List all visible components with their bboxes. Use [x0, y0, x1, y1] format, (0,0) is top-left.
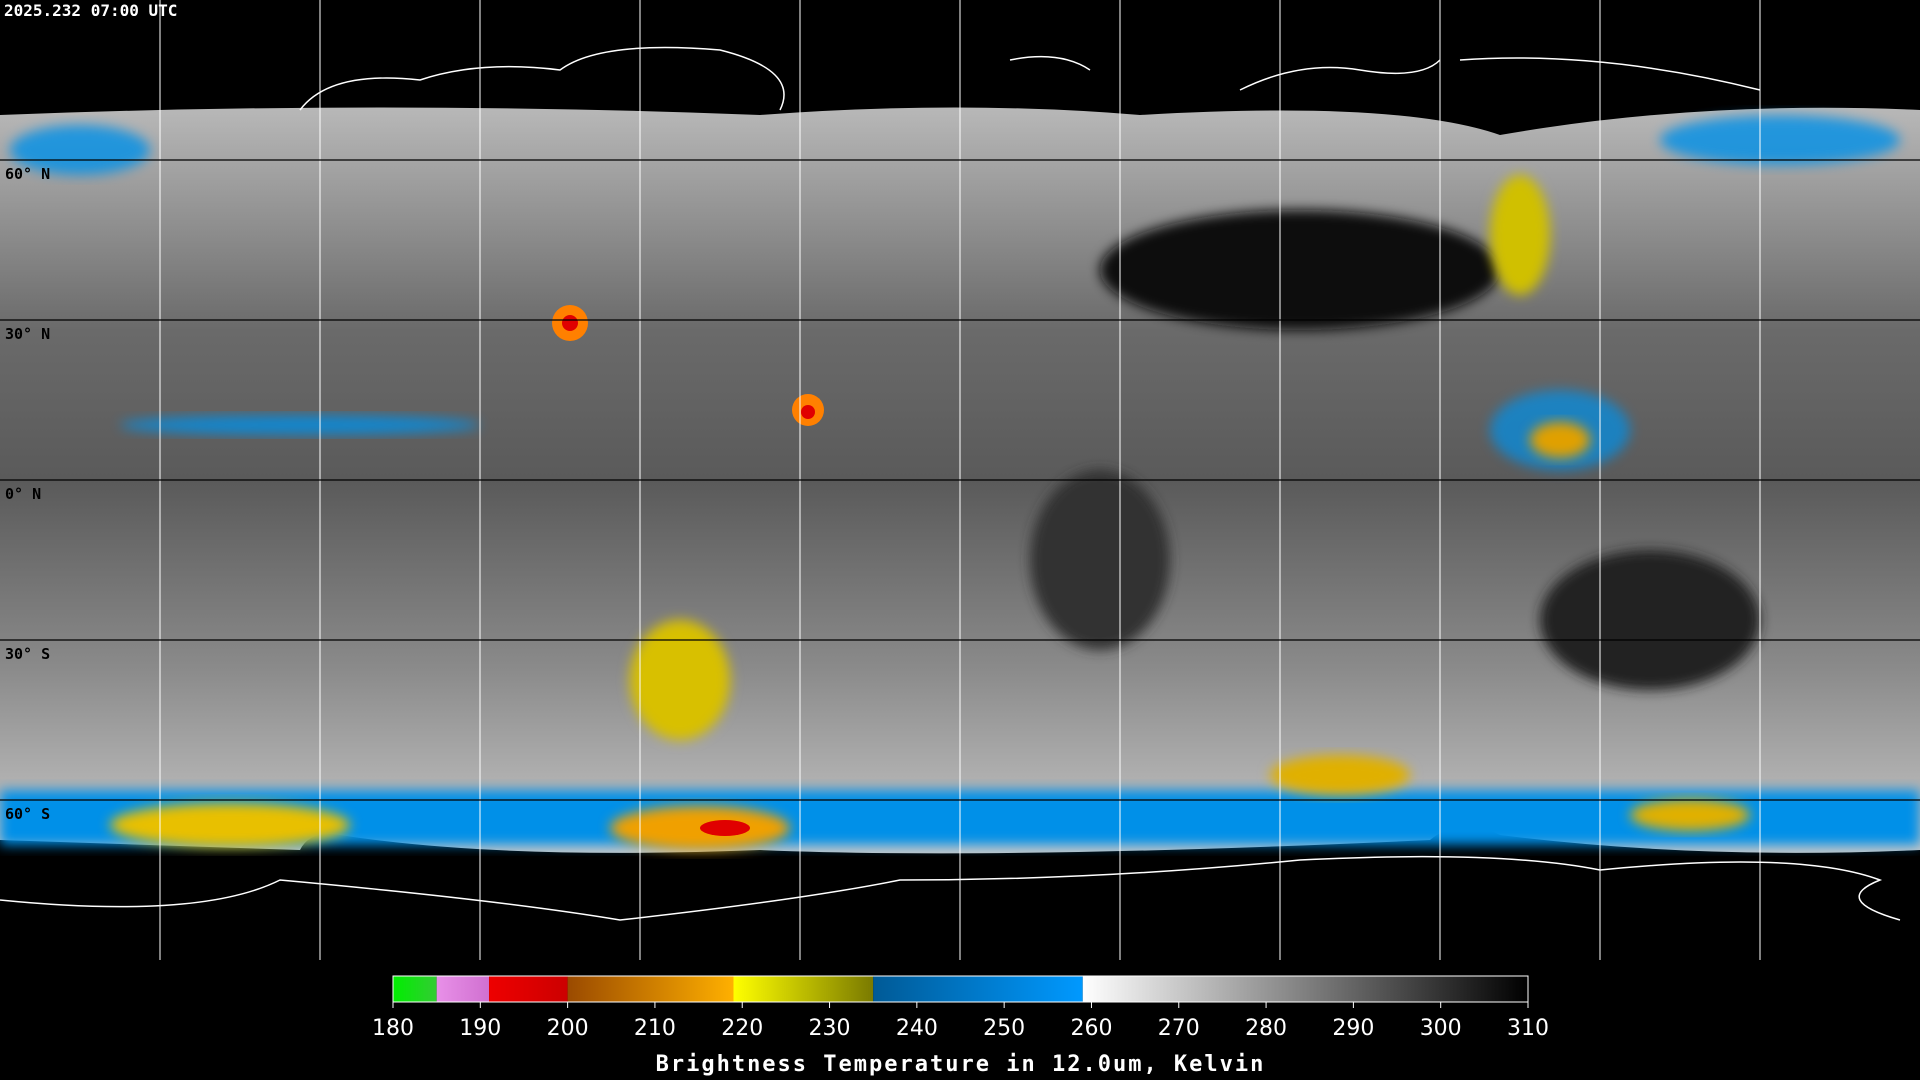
colorbar-tick-label: 250 — [983, 1016, 1025, 1041]
latitude-label: 30° N — [5, 325, 50, 343]
storm — [562, 315, 578, 331]
colorbar-tick-label: 270 — [1158, 1016, 1200, 1041]
convection — [1530, 422, 1590, 458]
colorbar-tick-label: 230 — [809, 1016, 851, 1041]
colorbar-tick-label: 220 — [721, 1016, 763, 1041]
cold-cloud — [1490, 175, 1550, 295]
coastline — [1009, 55, 1761, 91]
coastline — [0, 855, 1901, 921]
latitude-label: 60° S — [5, 805, 50, 823]
colorbar-segment — [733, 976, 874, 1002]
colorbar-tick-label: 310 — [1507, 1016, 1549, 1041]
colorbar-segment — [489, 976, 568, 1002]
graticule: 60° N 30° N 0° N 30° S 60° S — [5, 0, 1761, 960]
cold-cloud — [1270, 755, 1410, 795]
coastline — [299, 46, 785, 111]
dry-region — [1030, 470, 1170, 650]
latitude-label: 0° N — [5, 485, 41, 503]
storm — [801, 405, 815, 419]
colorbar-segment — [567, 976, 734, 1002]
timestamp: 2025.232 07:00 UTC — [4, 1, 177, 20]
colorbar-tick-label: 260 — [1070, 1016, 1112, 1041]
itcz — [120, 415, 480, 435]
cold-cloud — [1630, 799, 1750, 831]
dry-region — [1540, 550, 1760, 690]
colorbar: 180 190 200 210 220 230 240 250 260 270 280 290 300 3… — [372, 975, 1549, 1077]
colorbar-tick-label: 300 — [1420, 1016, 1462, 1041]
convection — [1660, 115, 1900, 165]
colorbar-tick-label: 280 — [1245, 1016, 1287, 1041]
dry-region — [1100, 210, 1500, 330]
coastlines — [0, 46, 1901, 921]
colorbar-tick-label: 290 — [1332, 1016, 1374, 1041]
latitude-label: 30° S — [5, 645, 50, 663]
colorbar-tick-label: 200 — [547, 1016, 589, 1041]
colorbar-tick-label: 240 — [896, 1016, 938, 1041]
colorbar-segment — [393, 976, 437, 1002]
colorbar-segment — [436, 976, 490, 1002]
colorbar-title: Brightness Temperature in 12.0um, Kelvin — [656, 1052, 1266, 1077]
colorbar-tick-label: 210 — [634, 1016, 676, 1041]
colorbar-segment — [873, 976, 1083, 1002]
cold-cloud — [700, 820, 750, 836]
cold-cloud — [110, 803, 350, 847]
colorbar-segment — [1082, 976, 1528, 1002]
colorbar-frame — [392, 975, 1529, 1003]
convection — [10, 125, 150, 175]
cold-cloud — [630, 620, 730, 740]
colorbar-tick-label: 180 — [372, 1016, 414, 1041]
colorbar-tick-label: 190 — [459, 1016, 501, 1041]
latitude-label: 60° N — [5, 165, 50, 183]
